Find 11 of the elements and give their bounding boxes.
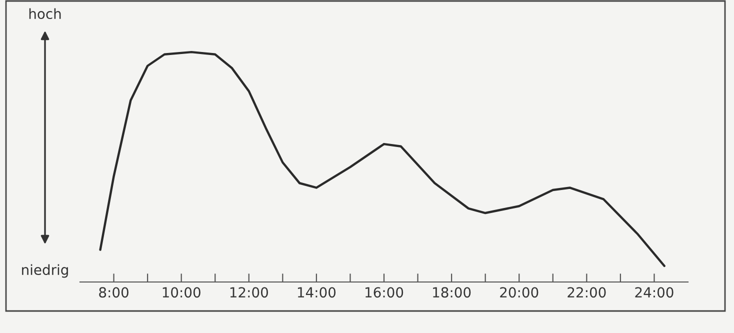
x-tick-label: 18:00 — [433, 287, 471, 298]
x-tick-label: 16:00 — [366, 287, 404, 298]
x-tick-label: 20:00 — [500, 287, 538, 298]
text: niedrig — [22, 264, 68, 278]
x-tick-label: 8:00 — [99, 287, 128, 298]
x-tick-label: 10:00 — [162, 287, 200, 298]
x-tick-label: 12:00 — [230, 287, 268, 298]
x-tick-label: 14:00 — [298, 287, 336, 298]
text: hoch — [29, 8, 61, 20]
x-tick-label: 24:00 — [635, 287, 674, 298]
x-tick-label: 22:00 — [568, 287, 606, 298]
